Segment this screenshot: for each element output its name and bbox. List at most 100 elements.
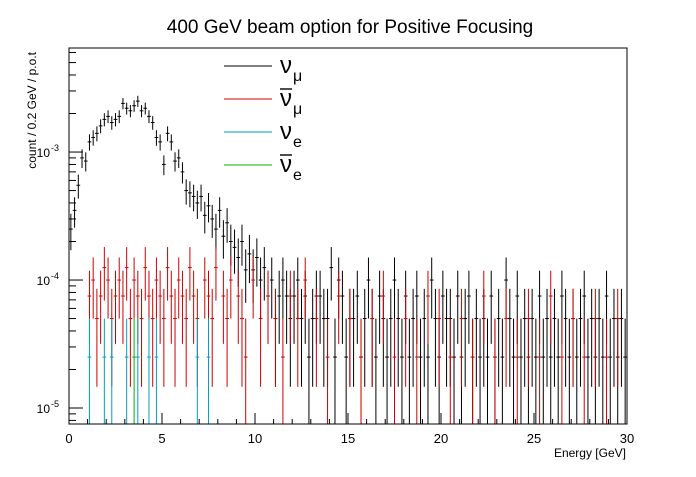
data-point	[429, 257, 434, 319]
data-point	[150, 288, 155, 387]
data-point	[154, 130, 159, 146]
data-point	[117, 257, 122, 319]
data-point	[132, 318, 136, 424]
data-point	[563, 288, 568, 387]
series-3	[132, 318, 136, 424]
data-point	[325, 318, 330, 424]
data-point	[113, 270, 118, 344]
data-point	[91, 257, 96, 319]
data-point	[388, 288, 393, 387]
data-point	[459, 288, 464, 387]
data-point	[303, 257, 308, 319]
data-point	[236, 270, 241, 344]
data-point	[455, 270, 460, 344]
data-point	[281, 318, 285, 424]
legend-label: ν	[280, 85, 292, 112]
data-point	[232, 229, 237, 274]
data-point	[597, 288, 601, 387]
data-point	[600, 318, 605, 424]
data-point	[109, 116, 114, 130]
data-point	[578, 288, 583, 387]
y-tick-label: 10	[37, 146, 51, 160]
data-point	[206, 193, 211, 223]
data-point	[72, 197, 77, 228]
data-point	[150, 116, 155, 130]
data-point	[396, 288, 401, 387]
data-point	[98, 270, 103, 344]
x-tick-label: 25	[527, 431, 541, 446]
data-point	[188, 181, 192, 208]
data-point	[243, 318, 248, 424]
data-point	[541, 318, 546, 424]
data-point	[530, 288, 534, 387]
data-point	[310, 288, 315, 387]
data-point	[202, 257, 207, 319]
data-point	[162, 155, 166, 176]
data-point	[307, 318, 311, 424]
data-point	[526, 288, 531, 387]
data-point	[154, 318, 159, 424]
data-point	[269, 257, 274, 319]
x-axis-label: Energy [GeV]	[554, 446, 626, 460]
data-point	[534, 318, 538, 424]
data-point	[463, 288, 468, 387]
data-point	[214, 247, 218, 301]
data-point	[433, 288, 438, 387]
data-point	[370, 288, 375, 387]
data-point	[511, 318, 516, 424]
data-point	[147, 318, 151, 424]
data-point	[426, 270, 430, 344]
data-point	[340, 270, 345, 344]
data-point	[485, 318, 490, 424]
legend-label-subscript: μ	[293, 101, 302, 118]
data-point	[556, 318, 561, 424]
data-point	[184, 179, 189, 205]
data-point	[493, 318, 497, 424]
data-point	[318, 270, 322, 344]
data-point	[355, 270, 360, 344]
x-tick-label: 5	[158, 431, 165, 446]
data-point	[437, 288, 441, 387]
data-point	[191, 184, 196, 212]
data-point	[135, 95, 140, 107]
data-point	[221, 270, 226, 344]
data-point	[135, 318, 140, 424]
data-point	[95, 288, 99, 387]
data-point	[165, 247, 170, 301]
legend-label: ν	[280, 151, 292, 178]
legend-label-subscript: e	[293, 134, 302, 151]
data-point	[574, 318, 579, 424]
data-point	[184, 288, 189, 387]
data-point	[351, 288, 356, 387]
data-point	[414, 318, 419, 424]
data-point	[191, 270, 196, 344]
data-point	[262, 247, 267, 301]
y-tick-label: 10	[37, 274, 51, 288]
legend-label-subscript: μ	[293, 68, 302, 85]
data-point	[552, 288, 557, 387]
data-point	[474, 288, 479, 387]
data-point	[225, 288, 229, 387]
data-point	[95, 126, 99, 142]
data-point	[422, 288, 427, 387]
data-point	[478, 318, 482, 424]
data-point	[228, 257, 233, 319]
data-point	[102, 113, 107, 127]
data-point	[545, 288, 549, 387]
legend-label: ν	[280, 118, 292, 145]
data-point	[173, 152, 177, 172]
data-point	[366, 257, 371, 319]
data-point	[180, 270, 185, 344]
data-point	[273, 288, 278, 387]
data-point	[102, 247, 107, 301]
data-point	[500, 318, 505, 424]
x-tick-label: 10	[248, 431, 262, 446]
data-point	[202, 201, 207, 234]
data-point	[385, 318, 389, 424]
chart-title: 400 GeV beam option for Positive Focusin…	[167, 17, 533, 38]
